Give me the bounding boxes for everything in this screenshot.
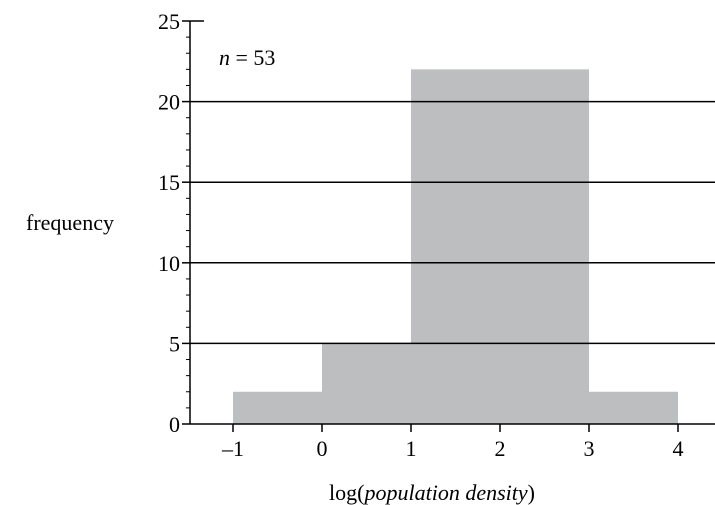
x-tick-label: 2 [495, 436, 506, 461]
y-tick-label: 5 [169, 331, 180, 356]
histogram-bar-2 [322, 343, 411, 424]
x-axis-label-prefix: log( [329, 480, 364, 505]
y-axis-label: frequency [26, 210, 114, 235]
y-tick-label: 25 [158, 9, 180, 34]
histogram-bars [233, 69, 678, 425]
x-tick-label: 3 [584, 436, 595, 461]
x-axis-label-suffix: ) [528, 480, 535, 505]
y-axis-ticks: 0 5 10 15 20 25 [158, 9, 190, 437]
histogram-bar-3 [411, 69, 589, 425]
annotation-variable: n [219, 45, 230, 70]
x-tick-label: –1 [221, 436, 244, 461]
x-axis-ticks: –1 0 1 2 3 4 [221, 424, 684, 461]
y-tick-label: 10 [158, 251, 180, 276]
sample-size-annotation: n = 53 [219, 45, 275, 70]
y-tick-label: 0 [169, 412, 180, 437]
y-tick-label: 15 [158, 170, 180, 195]
histogram-bar-4 [589, 391, 678, 424]
axes [189, 21, 715, 425]
x-tick-label: 1 [406, 436, 417, 461]
x-tick-label: 0 [317, 436, 328, 461]
histogram-bar-1 [233, 391, 322, 424]
x-axis-label-italic: population density [362, 480, 527, 505]
annotation-value: = 53 [230, 45, 275, 70]
x-axis-label: log(population density) [329, 480, 535, 505]
x-tick-label: 4 [673, 436, 684, 461]
gridlines [190, 20, 715, 345]
y-tick-label: 20 [158, 90, 180, 115]
